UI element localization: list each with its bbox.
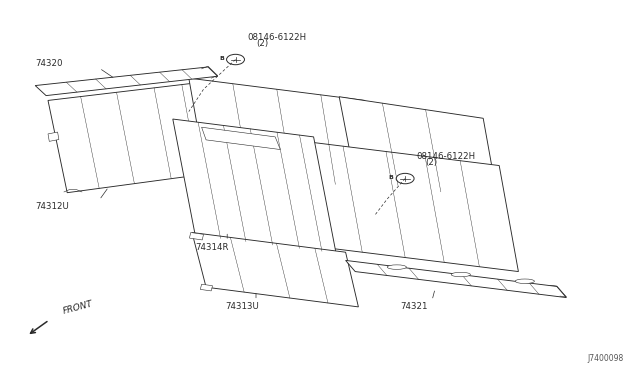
Polygon shape [48,132,59,141]
Text: B: B [388,175,394,180]
Polygon shape [304,141,518,272]
Text: FRONT: FRONT [62,299,94,316]
Polygon shape [346,260,566,298]
Polygon shape [192,232,358,307]
Polygon shape [173,119,336,253]
Polygon shape [202,127,280,150]
Text: (2): (2) [256,39,268,48]
Ellipse shape [451,272,470,277]
Text: 74320: 74320 [35,59,63,68]
Text: 08146-6122H: 08146-6122H [247,33,306,42]
Ellipse shape [387,265,406,269]
Polygon shape [189,232,204,240]
Polygon shape [339,97,498,200]
Text: J7400098: J7400098 [588,354,624,363]
Polygon shape [200,284,212,291]
Polygon shape [189,78,379,190]
Text: (2): (2) [426,158,438,167]
Text: 74312U: 74312U [35,202,69,211]
Ellipse shape [515,279,534,283]
Text: 74314R: 74314R [195,243,228,251]
Text: 08146-6122H: 08146-6122H [417,152,476,161]
Polygon shape [35,67,218,96]
Polygon shape [48,81,227,193]
Text: 74321: 74321 [400,302,428,311]
Text: B: B [219,56,224,61]
Text: 74313U: 74313U [225,302,259,311]
